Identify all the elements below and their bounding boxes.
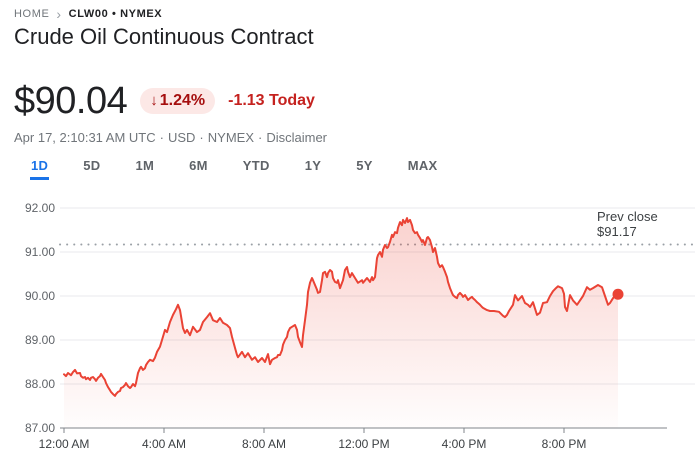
tab-6m[interactable]: 6M [188, 158, 209, 180]
meta-separator: · [199, 130, 204, 145]
tab-ytd[interactable]: YTD [242, 158, 271, 180]
meta-separator: · [258, 130, 263, 145]
y-axis-label: 87.00 [25, 421, 55, 435]
breadcrumb-home-link[interactable]: HOME [14, 8, 50, 20]
x-axis-label: 4:00 AM [142, 437, 186, 451]
quote-header: $90.04 ↓ 1.24% -1.13 Today [14, 79, 315, 123]
change-amount: -1.13 Today [228, 92, 315, 109]
quote-meta: Apr 17, 2:10:31 AM UTC · USD · NYMEX · Disclai… [14, 130, 327, 145]
prev-close-value: $91.17 [597, 224, 637, 239]
y-axis-label: 92.00 [25, 201, 55, 215]
tab-max[interactable]: MAX [407, 158, 439, 180]
tab-1d[interactable]: 1D [30, 158, 50, 180]
last-price-dot [612, 288, 624, 300]
price-area-fill [64, 218, 618, 428]
quote-exchange: NYMEX [207, 130, 254, 145]
breadcrumb-symbol: CLW00 • NYMEX [68, 8, 163, 20]
y-axis-label: 88.00 [25, 377, 55, 391]
x-axis-label: 8:00 AM [242, 437, 286, 451]
tab-1y[interactable]: 1Y [304, 158, 323, 180]
disclaimer-link[interactable]: Disclaimer [266, 130, 328, 145]
quote-currency: USD [167, 130, 196, 145]
breadcrumb: HOME › CLW00 • NYMEX [14, 7, 162, 21]
page-title: Crude Oil Continuous Contract [14, 24, 314, 49]
y-axis-label: 90.00 [25, 289, 55, 303]
price-line [63, 217, 619, 397]
tab-5d[interactable]: 5D [82, 158, 101, 180]
y-axis-label: 91.00 [25, 245, 55, 259]
x-axis-label: 8:00 PM [542, 437, 587, 451]
meta-separator: · [159, 130, 164, 145]
breadcrumb-chevron-icon: › [56, 6, 62, 22]
current-price: $90.04 [14, 80, 128, 122]
x-axis-label: 12:00 PM [338, 437, 389, 451]
change-percent-value: 1.24% [159, 92, 206, 109]
range-tabs: 1D 5D 1M 6M YTD 1Y 5Y MAX [30, 158, 439, 180]
tab-1m[interactable]: 1M [134, 158, 155, 180]
prev-close-label: Prev close [597, 209, 658, 224]
tab-5y[interactable]: 5Y [355, 158, 374, 180]
price-chart[interactable]: 92.00 91.00 90.00 89.00 88.00 87.00 Prev close… [0, 195, 695, 472]
change-percent-badge: ↓ 1.24% [140, 88, 216, 114]
y-axis-label: 89.00 [25, 333, 55, 347]
quote-timestamp: Apr 17, 2:10:31 AM UTC [14, 130, 156, 145]
arrow-down-icon: ↓ [150, 92, 158, 109]
x-axis-label: 12:00 AM [39, 437, 90, 451]
x-axis-label: 4:00 PM [442, 437, 487, 451]
